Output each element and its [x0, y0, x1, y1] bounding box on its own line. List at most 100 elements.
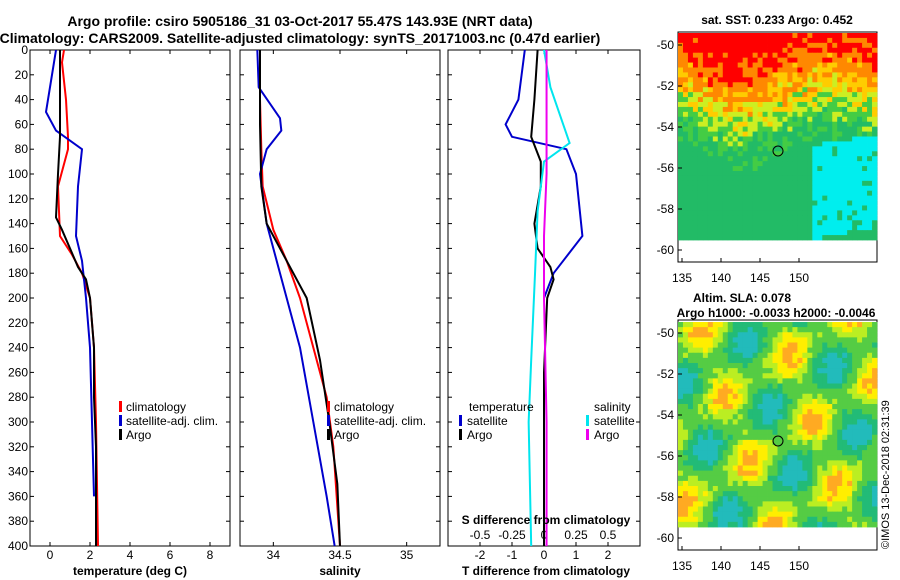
sst-cell	[852, 97, 858, 103]
sla-cell	[787, 378, 793, 384]
sst-cell	[837, 87, 843, 93]
sst-cell	[842, 200, 848, 206]
y-tick-label: 160	[8, 241, 28, 255]
sla-cell	[687, 337, 694, 343]
sst-cell	[787, 156, 793, 162]
sla-map-title-line2: Argo h1000: -0.0033 h2000: -0.0046	[677, 306, 876, 320]
sst-cell	[857, 121, 863, 128]
sla-cell	[697, 491, 704, 497]
sla-cell	[842, 501, 848, 507]
sst-cell	[857, 200, 863, 206]
sst-cell	[692, 92, 699, 98]
sst-cell	[678, 37, 684, 44]
sst-cell	[862, 161, 868, 167]
sla-cell	[837, 460, 843, 466]
sst-cell	[678, 230, 684, 236]
sst-cell	[707, 205, 714, 211]
sla-cell	[817, 445, 823, 451]
sst-cell	[678, 171, 684, 177]
sla-cell	[737, 465, 744, 472]
sst-cell	[777, 136, 783, 142]
sla-cell	[767, 332, 773, 338]
sla-cell	[767, 460, 773, 466]
sla-cell	[792, 363, 798, 369]
sla-cell	[762, 409, 768, 415]
sst-cell	[812, 220, 818, 226]
sla-cell	[682, 409, 689, 415]
sst-cell	[812, 52, 818, 59]
sla-cell	[837, 393, 843, 400]
sla-cell	[792, 424, 798, 431]
sst-cell	[752, 92, 758, 98]
sla-cell	[772, 475, 778, 482]
sst-cell	[867, 230, 873, 236]
sla-cell	[757, 393, 763, 400]
sst-cell	[697, 72, 704, 78]
sla-cell	[822, 445, 828, 451]
sla-cell	[797, 450, 803, 456]
sst-cell	[872, 92, 878, 98]
sst-cell	[757, 82, 763, 88]
sla-cell	[837, 414, 843, 420]
sla-cell	[862, 368, 868, 374]
sst-cell	[852, 67, 858, 73]
sst-cell	[717, 230, 724, 236]
sst-cell	[692, 220, 699, 226]
sla-cell	[792, 404, 798, 410]
sst-cell	[692, 47, 699, 54]
sst-cell	[682, 106, 689, 113]
sst-cell	[727, 131, 734, 137]
sst-cell	[767, 131, 773, 137]
sst-cell	[767, 126, 773, 132]
sla-cell	[692, 352, 699, 359]
sst-cell	[807, 92, 813, 98]
sla-cell	[757, 491, 763, 497]
sst-cell	[797, 175, 803, 182]
sla-cell	[872, 347, 878, 354]
legend-swatch-satellite	[119, 415, 122, 426]
sla-cell	[732, 506, 739, 513]
sla-cell	[727, 368, 734, 374]
sla-cell	[787, 322, 793, 328]
sst-cell	[847, 136, 853, 142]
sst-cell	[757, 235, 763, 241]
sla-cell	[682, 398, 689, 405]
sla-cell	[867, 332, 873, 338]
sst-cell	[797, 220, 803, 226]
legend-label-climatology: climatology	[126, 400, 186, 414]
sst-cell	[787, 146, 793, 152]
sst-cell	[678, 190, 684, 197]
sst-cell	[707, 62, 714, 68]
sla-cell	[822, 506, 828, 513]
sst-cell	[732, 62, 739, 68]
sla-cell	[772, 450, 778, 456]
sla-cell	[687, 501, 694, 507]
sla-cell	[732, 455, 739, 461]
sst-cell	[857, 87, 863, 93]
sst-cell	[727, 190, 734, 197]
sst-cell	[827, 33, 833, 39]
sst-cell	[732, 210, 739, 216]
sla-cell	[747, 429, 754, 436]
sst-cell	[787, 106, 793, 113]
sst-cell	[807, 97, 813, 103]
sla-cell	[678, 450, 684, 456]
sla-cell	[762, 434, 768, 441]
sst-cell	[707, 200, 714, 206]
sla-cell	[777, 496, 783, 502]
sla-cell	[822, 419, 828, 425]
sst-cell	[757, 215, 763, 221]
sla-cell	[687, 383, 694, 390]
sst-cell	[752, 205, 758, 211]
sla-cell	[872, 368, 878, 374]
sst-cell	[727, 180, 734, 187]
sla-cell	[722, 475, 729, 482]
sla-cell	[772, 414, 778, 420]
sla-cell	[742, 450, 749, 456]
sst-cell	[782, 171, 788, 177]
sst-cell	[732, 200, 739, 206]
sla-cell	[682, 342, 689, 349]
sst-cell	[692, 146, 699, 152]
sst-cell	[837, 111, 843, 118]
sst-cell	[797, 156, 803, 162]
